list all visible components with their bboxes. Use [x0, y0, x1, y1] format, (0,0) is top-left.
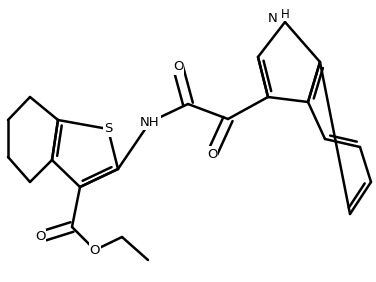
- Text: O: O: [90, 243, 100, 257]
- Text: O: O: [207, 147, 217, 160]
- Text: O: O: [173, 61, 183, 74]
- Text: H: H: [280, 8, 290, 21]
- Text: N: N: [268, 12, 278, 25]
- Text: NH: NH: [140, 116, 160, 129]
- Text: O: O: [35, 230, 45, 243]
- Text: S: S: [104, 122, 112, 135]
